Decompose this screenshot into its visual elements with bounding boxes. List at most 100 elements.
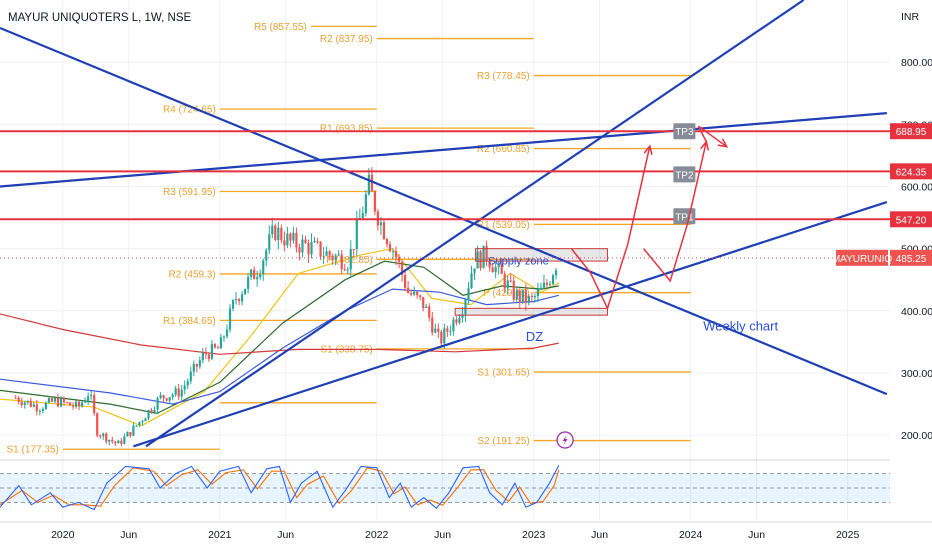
candle[interactable] [259, 274, 262, 278]
candle[interactable] [464, 299, 467, 315]
candle[interactable] [349, 249, 352, 270]
candle[interactable] [512, 280, 515, 300]
candle[interactable] [159, 395, 162, 399]
candle[interactable] [530, 296, 533, 298]
candle[interactable] [343, 269, 346, 271]
candle[interactable] [328, 251, 331, 256]
candle[interactable] [500, 263, 503, 274]
candle[interactable] [23, 402, 26, 405]
candle[interactable] [29, 400, 32, 407]
candle[interactable] [247, 276, 250, 289]
candle[interactable] [518, 290, 521, 302]
time-axis[interactable]: 2020 Jun 2021 Jun 2022 Jun 2023 Jun 2024 Jun 2025 [0, 521, 932, 550]
trendline[interactable] [0, 26, 888, 396]
candle[interactable] [41, 409, 44, 411]
candle[interactable] [180, 389, 183, 397]
candle[interactable] [443, 328, 446, 344]
candle[interactable] [59, 398, 63, 407]
candle[interactable] [419, 295, 422, 298]
candle[interactable] [334, 255, 337, 260]
candle[interactable] [319, 241, 322, 257]
candle[interactable] [355, 219, 358, 250]
candle[interactable] [373, 191, 377, 212]
candle[interactable] [289, 233, 292, 241]
zone-box[interactable] [454, 307, 608, 316]
candle[interactable] [216, 347, 220, 349]
candle[interactable] [400, 261, 404, 275]
candle[interactable] [407, 287, 410, 293]
candle[interactable] [410, 292, 413, 295]
trendlines[interactable] [0, 0, 888, 448]
candle[interactable] [545, 282, 549, 285]
candle[interactable] [316, 240, 319, 242]
candle[interactable] [458, 317, 461, 323]
candle[interactable] [195, 364, 198, 367]
candle[interactable] [147, 410, 150, 419]
candle[interactable] [162, 395, 165, 399]
trendline[interactable] [133, 200, 888, 448]
candle[interactable] [183, 385, 186, 390]
candle[interactable] [370, 174, 373, 192]
candle[interactable] [485, 245, 488, 261]
candle[interactable] [476, 251, 479, 269]
candle[interactable] [47, 398, 51, 403]
candle[interactable] [198, 360, 201, 367]
candle[interactable] [527, 296, 530, 303]
candle[interactable] [479, 251, 482, 269]
candle[interactable] [431, 317, 434, 333]
candle[interactable] [50, 398, 54, 402]
candle[interactable] [56, 397, 60, 407]
candle[interactable] [337, 254, 340, 256]
candle[interactable] [237, 299, 241, 302]
candle[interactable] [141, 421, 144, 423]
candle[interactable] [250, 269, 253, 277]
candle[interactable] [388, 244, 392, 252]
candle[interactable] [192, 364, 195, 372]
candle[interactable] [533, 296, 536, 298]
candle[interactable] [68, 402, 72, 406]
candle[interactable] [428, 306, 431, 318]
candle[interactable] [506, 280, 509, 289]
trendline[interactable] [145, 0, 805, 448]
candle[interactable] [313, 240, 316, 243]
target-lines[interactable]: TP3 TP2 TP1 [0, 123, 890, 225]
candle[interactable] [74, 401, 78, 407]
candle[interactable] [171, 394, 174, 398]
candle[interactable] [32, 404, 35, 407]
candle[interactable] [542, 282, 546, 288]
candle[interactable] [310, 242, 313, 255]
candle[interactable] [150, 410, 153, 412]
candle[interactable] [437, 328, 440, 332]
candle[interactable] [536, 289, 540, 297]
candle[interactable] [554, 270, 558, 276]
candle[interactable] [295, 232, 298, 248]
candle[interactable] [234, 299, 238, 301]
candle[interactable] [403, 274, 407, 288]
candle[interactable] [105, 433, 108, 442]
candle[interactable] [126, 432, 129, 437]
candle[interactable] [385, 239, 389, 245]
candle[interactable] [262, 260, 265, 275]
candle[interactable] [452, 319, 455, 332]
candle[interactable] [440, 331, 443, 344]
candle[interactable] [189, 371, 192, 382]
candle[interactable] [413, 291, 416, 295]
candle[interactable] [391, 251, 395, 253]
candle[interactable] [144, 418, 147, 422]
candle[interactable] [114, 441, 117, 444]
candle[interactable] [253, 269, 256, 280]
candle[interactable] [96, 413, 99, 436]
candle[interactable] [539, 287, 543, 290]
price-axis[interactable]: INR800.00700.00600.00500.00400.00300.002… [890, 0, 932, 550]
candle[interactable] [277, 227, 280, 241]
candle[interactable] [228, 308, 232, 330]
projection-leg[interactable] [697, 125, 728, 148]
candle[interactable] [210, 344, 214, 359]
candle[interactable] [352, 249, 355, 251]
candle[interactable] [77, 401, 81, 407]
candle[interactable] [120, 440, 123, 444]
candle[interactable] [135, 425, 138, 427]
candle[interactable] [129, 432, 132, 436]
candle[interactable] [244, 288, 247, 295]
